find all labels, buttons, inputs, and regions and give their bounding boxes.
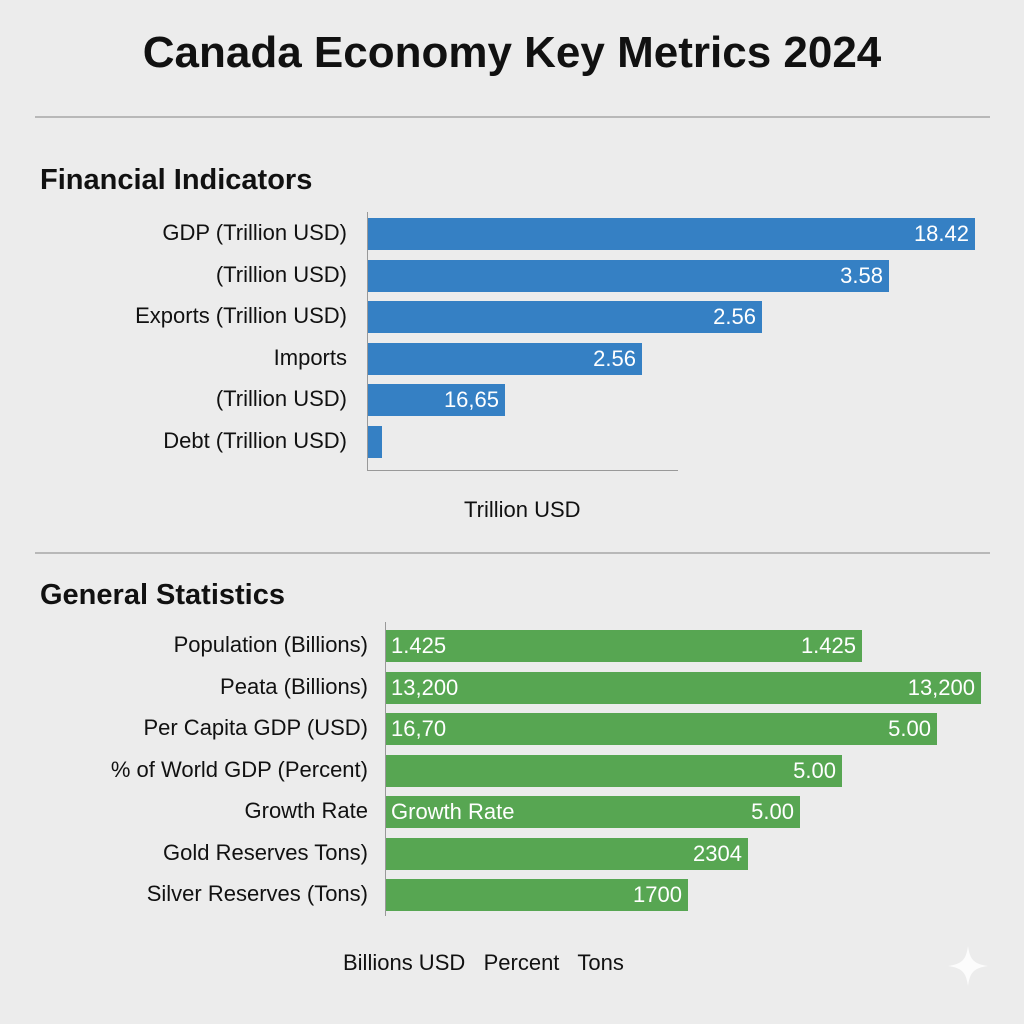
value-label: 5.00 [793,757,836,783]
value-label: 1700 [633,882,682,907]
bar: 16,65 [368,384,505,416]
value-label: 1.425 [800,633,856,658]
bar-row: Debt (Trillion USD) [0,425,1024,458]
value-label: 2304 [693,840,742,866]
category-label: Exports (Trillion USD) [135,303,347,328]
bar-row: Gold Reserves Tons) 2304 [0,837,1024,870]
value-label: 18.42 [913,221,969,246]
x-axis [367,470,678,471]
category-label: Imports [273,344,347,370]
inner-label: 16,70 [391,716,447,741]
bar-row: % of World GDP (Percent) 5.00 [0,754,1024,787]
category-label: Debt (Trillion USD) [163,427,347,453]
bar: 1.425 1.425 [386,630,862,662]
value-label: 2.56 [593,345,636,371]
category-label: Growth Rate [244,798,369,823]
bar: 2304 [386,837,748,870]
bar: 3.58 [368,259,889,292]
bar-row: Silver Reserves (Tons) 1700 [0,879,1024,911]
bar-row: (Trillion USD) 3.58 [0,259,1024,292]
bar-row: Imports 2.56 [0,342,1024,375]
value-label: 13,200 [907,674,975,700]
inner-label: Growth Rate [391,799,515,824]
sparkle-icon [948,946,988,986]
value-label: 5.00 [888,716,931,741]
bar: 18.42 [368,218,975,250]
financial-x-axis-label: Trillion USD [464,497,581,522]
bar-row: Growth Rate Growth Rate 5.00 [0,796,1024,828]
bar: 2.56 [368,342,642,375]
category-label: Peata (Billions) [220,673,368,699]
bar: 13,200 13,200 [386,671,981,704]
category-label: Silver Reserves (Tons) [146,881,368,906]
category-label: Per Capita GDP (USD) [143,715,368,740]
bar [368,425,382,458]
general-section-title: General Statistics [40,579,285,611]
financial-section-title: Financial Indicators [40,164,313,196]
category-label: GDP (Trillion USD) [162,220,347,245]
category-label: Population (Billions) [173,632,368,657]
divider [35,116,990,118]
category-label: Gold Reserves Tons) [162,839,368,865]
bar: 5.00 [386,754,842,787]
value-label: 3.58 [840,262,883,288]
y-axis [385,622,386,916]
bar: 1700 [386,879,688,911]
bar: 2.56 [368,301,762,333]
page-title: Canada Economy Key Metrics 2024 [142,28,882,77]
divider [35,552,990,554]
bar-row: Per Capita GDP (USD) 16,70 5.00 [0,713,1024,745]
value-label: 16,65 [443,387,499,412]
bar-row: Peata (Billions) 13,200 13,200 [0,671,1024,704]
category-label: % of World GDP (Percent) [110,756,368,782]
bar-row: Population (Billions) 1.425 1.425 [0,630,1024,662]
bar-row: GDP (Trillion USD) 18.42 [0,218,1024,250]
inner-label: 1.425 [391,633,447,658]
bar: Growth Rate 5.00 [386,796,800,828]
bar-row: (Trillion USD) 16,65 [0,384,1024,416]
y-axis [367,212,368,470]
category-label: (Trillion USD) [215,261,347,287]
bar: 16,70 5.00 [386,713,937,745]
value-label: 5.00 [751,799,794,824]
category-label: (Trillion USD) [215,386,347,411]
bar-row: Exports (Trillion USD) 2.56 [0,301,1024,333]
inner-label: 13,200 [391,674,459,700]
value-label: 2.56 [713,304,756,329]
general-x-axis-label: Billions USD Percent Tons [343,950,624,975]
